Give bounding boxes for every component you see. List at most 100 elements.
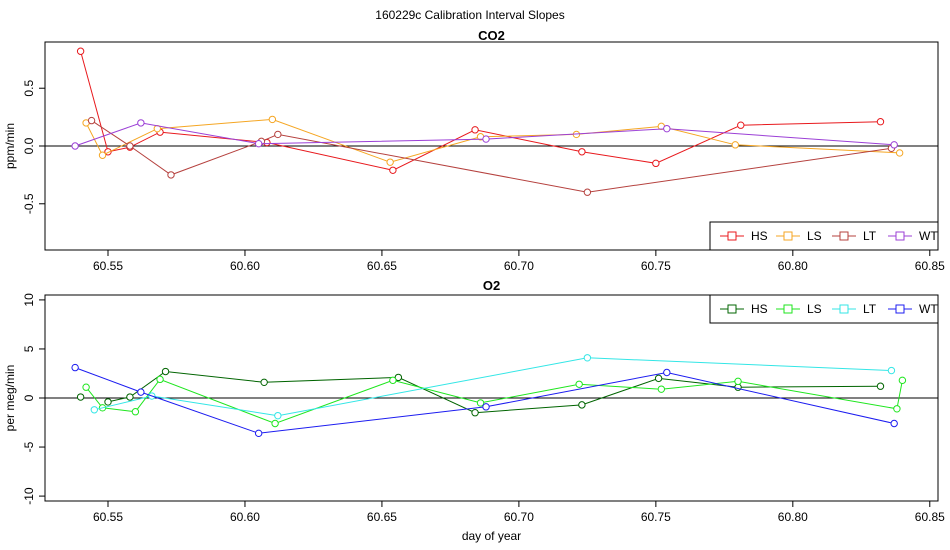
co2-x-tick-label: 60.55 <box>93 259 123 273</box>
o2-point-ls <box>893 405 901 413</box>
co2-legend-marker-wt <box>895 231 905 241</box>
co2-point-lt <box>87 116 96 125</box>
o2-point-ls <box>271 419 279 428</box>
co2-point-lt <box>126 142 134 150</box>
co2-legend-marker-lt <box>839 231 849 241</box>
co2-panel: CO2 60.55 60.60 60.65 60.70 60.75 60.80 60.85 -0… <box>3 28 945 273</box>
co2-point-wt <box>254 139 263 148</box>
o2-point-wt <box>254 429 263 438</box>
o2-point-lt <box>90 406 99 414</box>
o2-x-tick-label: 60.60 <box>230 510 260 524</box>
co2-x-tick-label: 60.65 <box>367 259 397 273</box>
o2-legend-label-hs: HS <box>751 302 768 316</box>
co2-point-wt <box>482 135 490 143</box>
o2-point-hs <box>104 398 112 406</box>
co2-series-line-wt <box>74 122 895 147</box>
o2-x-tick-label: 60.70 <box>504 510 534 524</box>
co2-point-wt <box>71 142 79 150</box>
o2-point-ls <box>734 377 742 386</box>
o2-panel-title: O2 <box>483 278 500 293</box>
o2-point-hs <box>578 401 586 409</box>
co2-series-line-hs <box>80 51 881 171</box>
o2-x-tick-label: 60.65 <box>367 510 397 524</box>
o2-point-wt <box>137 388 145 396</box>
co2-legend-label-lt: LT <box>863 229 877 243</box>
co2-x-tick-label: 60.80 <box>778 259 808 273</box>
co2-x-tick-label: 60.85 <box>915 259 945 273</box>
o2-point-wt <box>71 363 79 372</box>
o2-x-tick-label: 60.55 <box>93 510 123 524</box>
o2-y-tick-label: -5 <box>22 441 36 452</box>
o2-panel: O2 60.55 60.60 60.65 60.70 60.75 60.80 60.85 -10… <box>3 278 945 543</box>
o2-point-ls <box>898 376 907 385</box>
co2-x-tick-label: 60.60 <box>230 259 260 273</box>
co2-point-hs <box>471 126 479 134</box>
o2-point-hs <box>471 409 479 417</box>
o2-y-tick-label: 0 <box>22 394 36 401</box>
o2-point-ls <box>657 385 666 393</box>
co2-series-line-lt <box>91 120 892 193</box>
o2-point-hs <box>76 393 85 401</box>
o2-legend-label-wt: WT <box>919 302 938 316</box>
co2-point-hs <box>389 166 397 174</box>
o2-x-tick-label: 60.85 <box>915 510 945 524</box>
co2-panel-title: CO2 <box>478 28 505 43</box>
co2-point-ls <box>386 158 394 166</box>
co2-y-tick-label: 0.5 <box>22 80 36 97</box>
co2-legend-marker-hs <box>727 231 737 241</box>
co2-point-wt <box>663 124 671 133</box>
o2-legend-marker-hs <box>727 304 737 314</box>
o2-point-ls <box>476 399 485 407</box>
co2-point-ls <box>895 149 904 157</box>
o2-point-wt <box>890 419 898 428</box>
o2-point-lt <box>887 366 896 375</box>
o2-point-lt <box>583 354 592 362</box>
co2-point-lt <box>167 171 175 179</box>
figure-title: 160229c Calibration Interval Slopes <box>375 8 564 22</box>
o2-point-hs <box>654 374 663 383</box>
co2-point-hs <box>578 148 586 156</box>
o2-point-hs <box>161 367 170 376</box>
co2-point-lt <box>583 188 592 196</box>
co2-legend-label-wt: WT <box>919 229 938 243</box>
co2-point-hs <box>76 47 85 55</box>
co2-point-wt <box>890 141 898 149</box>
o2-point-ls <box>156 375 164 384</box>
co2-point-ls <box>268 115 277 124</box>
o2-point-hs <box>394 373 403 382</box>
o2-x-axis-label: day of year <box>462 529 521 543</box>
co2-x-tick-label: 60.75 <box>641 259 671 273</box>
co2-legend-label-hs: HS <box>751 229 768 243</box>
o2-point-wt <box>663 368 671 377</box>
o2-point-wt <box>482 403 490 411</box>
o2-y-tick-label: 5 <box>22 345 36 352</box>
co2-legend-marker-ls <box>783 231 793 241</box>
o2-y-tick-label: -10 <box>22 487 36 505</box>
o2-series-line-ls <box>85 378 903 425</box>
o2-point-lt <box>274 411 282 420</box>
o2-legend-marker-ls <box>783 304 793 314</box>
co2-x-tick-label: 60.70 <box>504 259 534 273</box>
co2-point-hs <box>737 121 745 129</box>
o2-y-tick-label: 10 <box>22 293 36 307</box>
o2-point-ls <box>389 376 397 385</box>
o2-point-ls <box>131 408 140 416</box>
co2-y-tick-label: -0.5 <box>22 193 36 214</box>
co2-point-ls <box>731 141 739 149</box>
o2-point-ls <box>575 380 583 388</box>
o2-legend-label-ls: LS <box>807 302 822 316</box>
o2-series-line-hs <box>107 370 881 414</box>
o2-point-hs <box>260 378 268 387</box>
co2-point-hs <box>652 159 660 168</box>
co2-point-lt <box>274 130 282 139</box>
o2-series-line-wt <box>74 367 895 434</box>
o2-legend-marker-wt <box>895 304 905 314</box>
co2-y-tick-label: 0.0 <box>22 137 36 154</box>
co2-y-axis-label: ppm/min <box>3 123 17 169</box>
o2-y-axis-label: per meg/min <box>3 365 17 432</box>
o2-x-tick-label: 60.80 <box>778 510 808 524</box>
co2-point-hs <box>876 118 885 126</box>
o2-legend-label-lt: LT <box>863 302 877 316</box>
o2-x-tick-label: 60.75 <box>641 510 671 524</box>
o2-point-hs <box>876 382 885 390</box>
